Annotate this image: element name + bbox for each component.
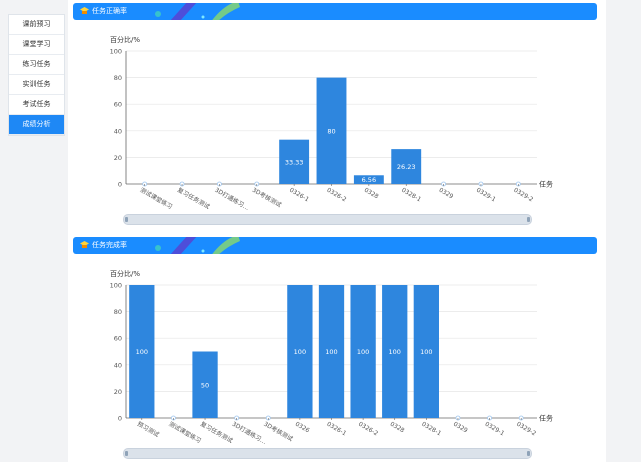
- completion-bar-chart: 百分比/% 0 20 40 60 80 100 任务 100 预习测试 测试课堂练习 50 复习任务测试…: [110, 269, 553, 444]
- accuracy-chart-scrollbar[interactable]: [123, 214, 532, 225]
- bar[interactable]: [391, 149, 422, 184]
- scroll-handle-left[interactable]: [125, 451, 128, 456]
- sidebar-item-class-study[interactable]: 课堂学习: [9, 35, 64, 55]
- y-tick-label: 80: [114, 308, 122, 316]
- x-tick-label: 0329-2: [512, 187, 534, 204]
- data-label: 50: [201, 381, 209, 389]
- panel-title: 任务完成率: [92, 241, 127, 249]
- data-label: 6.56: [362, 176, 376, 184]
- x-tick-label: 0328-1: [400, 187, 422, 204]
- y-tick-label: 40: [114, 127, 122, 135]
- x-tick-label: 0326-1: [326, 421, 348, 438]
- y-tick-label: 0: [118, 415, 122, 423]
- panel-header-accuracy: 任务正确率: [73, 3, 597, 20]
- bar[interactable]: [316, 77, 347, 184]
- x-tick-label: 复习任务测试: [176, 186, 211, 210]
- y-tick-label: 80: [114, 74, 122, 82]
- data-label: 100: [420, 348, 432, 356]
- right-margin: [606, 0, 641, 462]
- scroll-handle-right[interactable]: [527, 217, 530, 222]
- bar[interactable]: [129, 285, 155, 418]
- y-tick-label: 0: [118, 181, 122, 189]
- x-tick-label: 0326-1: [288, 187, 310, 204]
- y-tick-label: 60: [114, 101, 122, 109]
- x-tick-label: 0329-1: [475, 187, 497, 204]
- data-label: 80: [327, 127, 335, 135]
- y-tick-label: 100: [110, 48, 122, 56]
- graduation-cap-icon: [80, 241, 89, 248]
- graduation-cap-icon: [80, 7, 89, 14]
- x-tick-label: 0329-1: [484, 421, 506, 438]
- x-tick-label: 0326-2: [326, 187, 348, 204]
- bar[interactable]: [382, 285, 408, 418]
- panel-title: 任务正确率: [92, 7, 127, 15]
- x-tick-label: 测试课堂练习: [139, 186, 174, 210]
- x-tick-label: 0328-1: [420, 421, 442, 438]
- y-tick-label: 40: [114, 361, 122, 369]
- x-tick-label: 0329: [452, 421, 469, 435]
- y-axis-title: 百分比/%: [110, 35, 140, 44]
- x-tick-label: 预习测试: [136, 420, 161, 439]
- bar[interactable]: [279, 139, 310, 184]
- x-tick-label: 3D考核测试: [251, 186, 283, 209]
- bar[interactable]: [413, 285, 439, 418]
- data-label: 100: [357, 348, 369, 356]
- scroll-handle-left[interactable]: [125, 217, 128, 222]
- x-axis-title: 任务: [539, 180, 553, 189]
- data-label: 100: [389, 348, 401, 356]
- bar[interactable]: [318, 285, 345, 418]
- x-tick-label: 0326: [294, 421, 311, 435]
- x-tick-label: 复习任务测试: [199, 420, 234, 444]
- x-tick-label: 0328: [389, 421, 406, 435]
- banner-decoration: [155, 237, 240, 254]
- sidebar-item-practice[interactable]: 练习任务: [9, 55, 64, 75]
- sidebar-item-exam[interactable]: 考试任务: [9, 95, 64, 115]
- data-label: 33.33: [285, 158, 304, 166]
- data-label: 100: [136, 348, 148, 356]
- sidebar-item-score-analysis[interactable]: 成绩分析: [9, 115, 64, 135]
- y-tick-label: 20: [114, 154, 122, 162]
- scroll-handle-right[interactable]: [527, 451, 530, 456]
- data-label: 100: [294, 348, 306, 356]
- completion-chart-scrollbar[interactable]: [123, 448, 532, 459]
- x-tick-label: 3D打通练习…: [231, 420, 268, 444]
- y-tick-label: 100: [110, 282, 122, 290]
- bar[interactable]: [350, 285, 376, 418]
- panel-header-completion: 任务完成率: [73, 237, 597, 254]
- x-tick-label: 0326-2: [357, 421, 379, 438]
- main-content: 任务正确率 百分比/% 0 20 40 60 80 100 任务 测试课堂练习 复习任务测试 3D打…: [68, 0, 606, 462]
- x-tick-label: 0328: [363, 187, 380, 201]
- x-tick-label: 0329-2: [515, 421, 537, 438]
- sidebar-item-training[interactable]: 实训任务: [9, 75, 64, 95]
- x-tick-label: 0329: [438, 187, 455, 201]
- x-axis-title: 任务: [539, 414, 553, 423]
- sidebar-item-preview[interactable]: 课前预习: [9, 15, 64, 35]
- x-tick-label: 3D打通练习…: [213, 186, 250, 210]
- banner-decoration: [155, 3, 240, 20]
- x-tick-label: 测试课堂练习: [167, 420, 202, 444]
- bar[interactable]: [192, 351, 218, 419]
- y-tick-label: 60: [114, 335, 122, 343]
- data-label: 26.23: [397, 163, 416, 171]
- y-tick-label: 20: [114, 388, 122, 396]
- bar[interactable]: [287, 285, 313, 418]
- sidebar-nav: 课前预习 课堂学习 练习任务 实训任务 考试任务 成绩分析: [8, 14, 65, 136]
- y-axis-title: 百分比/%: [110, 269, 140, 278]
- data-label: 100: [325, 348, 337, 356]
- bar[interactable]: [353, 175, 384, 184]
